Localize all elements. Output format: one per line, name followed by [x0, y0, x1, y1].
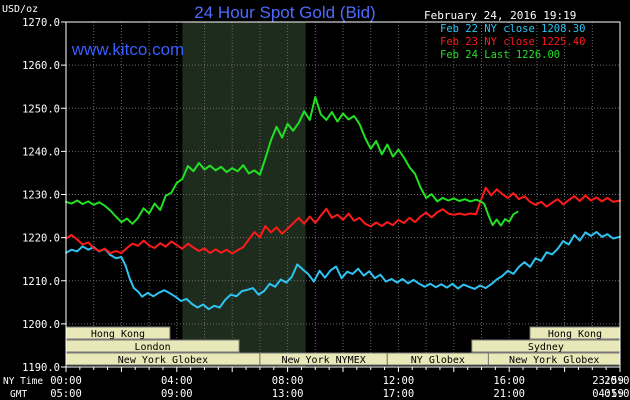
timestamp-text: February 24, 2016 19:19 [424, 9, 576, 22]
market-session-label: London [135, 342, 171, 353]
market-session-5: New York Globex [65, 352, 261, 366]
y-tick-label: 1220.0 [22, 233, 60, 245]
y-axis-label: USD/oz [2, 4, 38, 15]
x-tick-label-gmt: 21:00 [493, 388, 525, 400]
x-tick-label-ny: 12:00 [383, 375, 415, 387]
watermark-text: www.kitco.com [71, 40, 184, 59]
y-tick-label: 1250.0 [22, 103, 60, 115]
market-session-label: Hong Kong [548, 329, 602, 340]
market-session-label: Sydney [528, 342, 564, 353]
x-tick-label-ny: 16:00 [493, 375, 525, 387]
market-session-label: New York Globex [509, 355, 599, 366]
series-line-1 [65, 231, 621, 311]
series-line-2 [65, 186, 621, 255]
legend-entry-3: Feb 24 Last 1226.00 [440, 49, 560, 61]
market-session-label: NY Globex [411, 355, 465, 366]
legend: Feb 22 NY close 1208.30 Feb 23 NY close … [440, 23, 585, 61]
market-session-label: New York Globex [118, 355, 208, 366]
legend-entry-1: Feb 22 NY close 1208.30 [440, 23, 585, 35]
y-tick-label: 1190.0 [22, 362, 60, 374]
market-session-4: Sydney [471, 339, 621, 353]
market-session-3: London [65, 339, 240, 353]
x-tick-label-ny: 04:00 [161, 375, 193, 387]
series-line-3 [65, 96, 519, 227]
x-tick-label-gmt: 17:00 [383, 388, 415, 400]
x-tick-label-ny: 08:00 [272, 375, 304, 387]
market-session-6: New York NYMEX [259, 352, 388, 366]
market-session-2: Hong Kong [529, 326, 621, 340]
chart-title: 24 Hour Spot Gold (Bid) [194, 3, 375, 22]
market-session-7: NY Globex [386, 352, 489, 366]
x-tick-label-gmt: 01:00 [604, 388, 630, 400]
y-tick-label: 1230.0 [22, 190, 60, 202]
y-tick-label: 1200.0 [22, 319, 60, 331]
y-tick-label: 1270.0 [22, 17, 60, 29]
x-tick-label-ny: 23:59 [592, 375, 624, 387]
x-tick-label-ny: 00:00 [50, 375, 82, 387]
x-tick-label-ny: 20:00 [604, 375, 630, 387]
market-session-8: New York Globex [487, 352, 621, 366]
x-tick-label-gmt: 09:00 [161, 388, 193, 400]
x-tick-label-gmt: 05:00 [50, 388, 82, 400]
legend-entry-2: Feb 23 NY close 1225.40 [440, 36, 585, 48]
x-tick-label-gmt: 04:59 [592, 388, 624, 400]
market-session-label: New York NYMEX [281, 355, 365, 366]
market-session-label: Hong Kong [91, 329, 145, 340]
x-row2-label: GMT [10, 389, 27, 400]
y-tick-label: 1240.0 [22, 146, 60, 158]
x-tick-label-gmt: 13:00 [272, 388, 304, 400]
x-row1-label: NY Time [3, 376, 43, 387]
market-session-1: Hong Kong [65, 326, 171, 340]
y-tick-label: 1260.0 [22, 60, 60, 72]
y-tick-label: 1210.0 [22, 276, 60, 288]
